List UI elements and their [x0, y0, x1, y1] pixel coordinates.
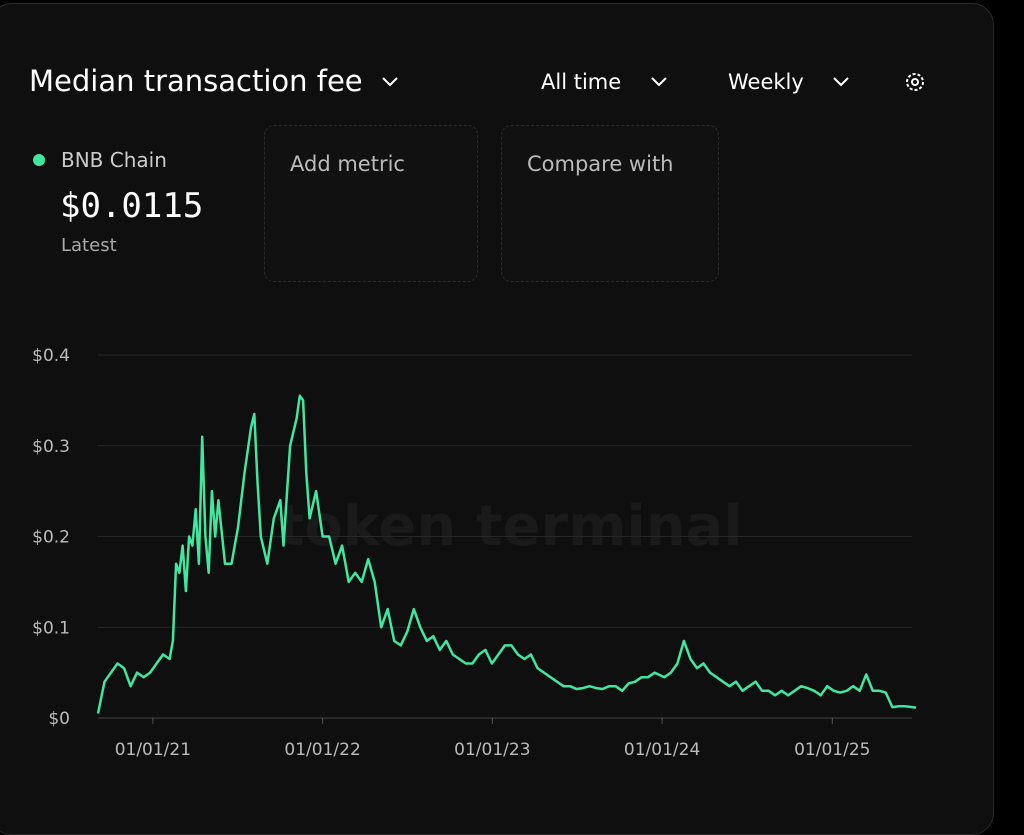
legend-label: BNB Chain — [61, 148, 167, 172]
watermark: token terminal — [277, 494, 742, 559]
legend-dot — [33, 154, 45, 166]
x-tick-label: 01/01/22 — [284, 740, 360, 760]
settings-icon — [911, 78, 919, 86]
compare-with[interactable]: Compare with — [527, 152, 674, 176]
y-tick-label: $0.1 — [32, 618, 70, 638]
chart-title[interactable]: Median transaction fee — [29, 64, 363, 98]
x-tick-label: 01/01/23 — [454, 740, 530, 760]
y-tick-label: $0.3 — [32, 437, 70, 457]
chevron[interactable] — [382, 77, 398, 87]
series-line — [96, 394, 917, 714]
add-metric[interactable]: Add metric — [290, 152, 405, 176]
add-metric-box[interactable] — [264, 125, 478, 282]
chevron[interactable] — [651, 77, 667, 87]
y-tick-label: $0 — [48, 709, 70, 729]
range-dropdown[interactable]: All time — [541, 70, 622, 94]
y-tick-label: $0.4 — [32, 346, 70, 366]
chevron[interactable] — [833, 77, 849, 87]
y-tick-label: $0.2 — [32, 528, 70, 548]
x-tick-label: 01/01/25 — [794, 740, 870, 760]
card — [0, 3, 994, 835]
interval-dropdown[interactable]: Weekly — [728, 70, 804, 94]
latest-value: $0.0115 — [60, 186, 204, 226]
compare-box[interactable] — [501, 125, 719, 282]
settings-icon[interactable] — [906, 73, 924, 91]
x-tick-label: 01/01/21 — [115, 740, 191, 760]
latest-label: Latest — [61, 235, 117, 256]
x-tick-label: 01/01/24 — [624, 740, 700, 760]
